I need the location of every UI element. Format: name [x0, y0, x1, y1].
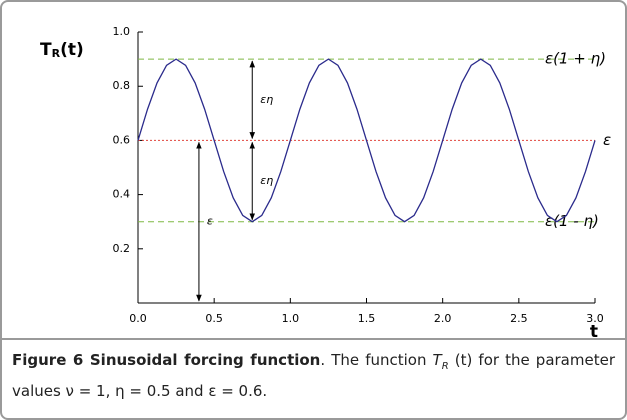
y-axis-label: TR(t) — [40, 40, 84, 60]
x-axis-label: t — [590, 322, 598, 338]
reference-label: ε(1 + η) — [545, 50, 606, 68]
caption: Figure 6 Sinusoidal forcing function. Th… — [2, 338, 625, 404]
x-tick-label: 0.5 — [205, 312, 223, 325]
reference-label: ε(1 - η) — [545, 212, 599, 230]
x-tick-label: 0.0 — [129, 312, 147, 325]
caption-subscript: R — [441, 361, 449, 372]
arrow-label: ε — [207, 215, 213, 228]
caption-text: (t) for the parameter values ν = 1, η = … — [12, 351, 615, 400]
x-tick-label: 3.0 — [586, 312, 604, 325]
y-tick-label: 0.2 — [113, 242, 131, 255]
chart: TR(t) t 0.2 0.4 0.6 0.8 1.0 0.0 0.5 1.0 1.5 2.0 2.… — [40, 25, 611, 342]
caption-symbol: T — [432, 351, 442, 369]
caption-title: Figure 6 Sinusoidal forcing function — [12, 351, 321, 369]
y-tick-label: 1.0 — [113, 25, 131, 38]
arrow-label: εη — [260, 174, 273, 187]
x-tick-label: 1.5 — [358, 312, 376, 325]
y-tick-label: 0.4 — [113, 188, 131, 201]
reference-label: ε — [603, 131, 611, 149]
data-line — [137, 58, 596, 223]
x-tick-label: 2.0 — [434, 312, 452, 325]
y-tick-label: 0.6 — [113, 133, 131, 146]
x-tick-label: 1.0 — [282, 312, 300, 325]
y-tick-label: 0.8 — [113, 79, 131, 92]
caption-text: . The function — [320, 351, 433, 369]
x-tick-label: 2.5 — [510, 312, 528, 325]
arrow-label: εη — [260, 93, 273, 106]
